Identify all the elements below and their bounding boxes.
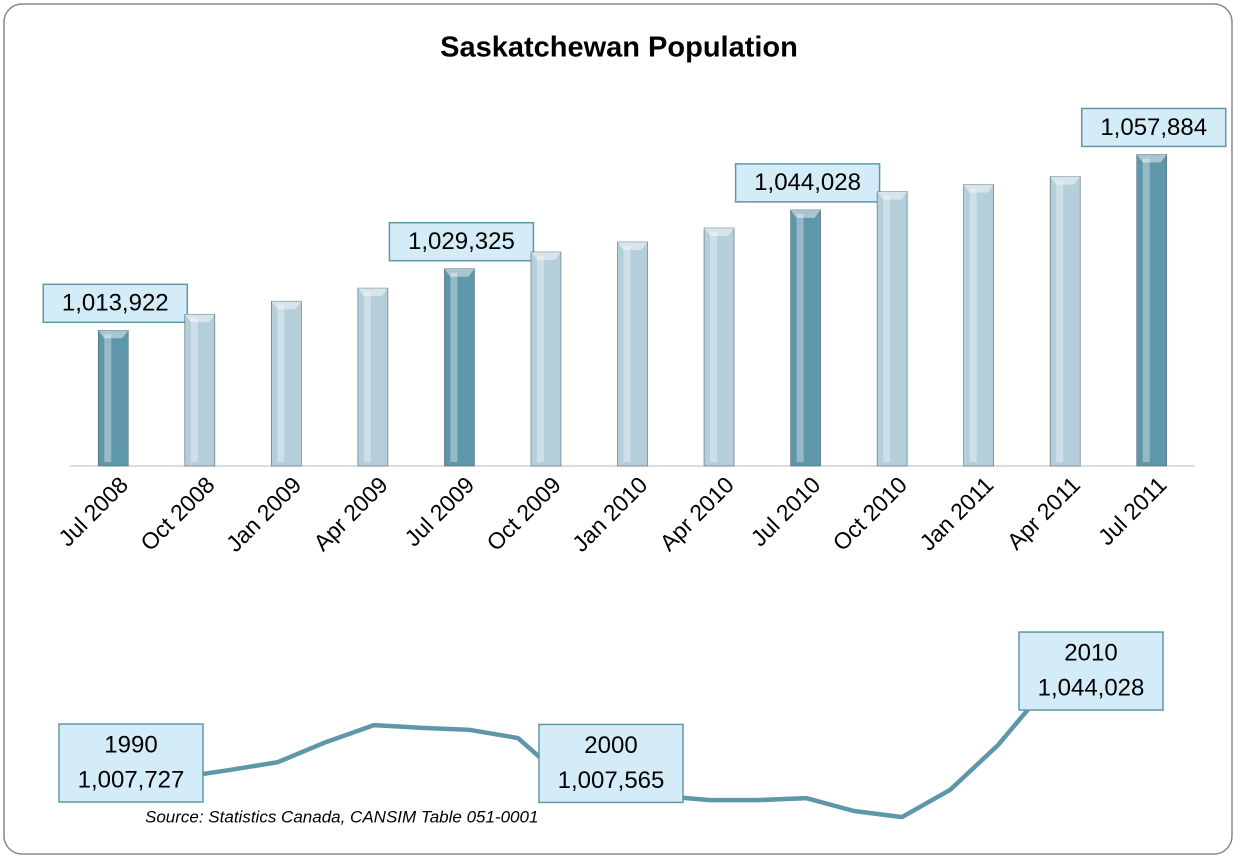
bar-shine [623, 246, 631, 462]
bar-shine [450, 272, 458, 462]
bar-shine [1142, 158, 1150, 463]
bar-shine [536, 256, 544, 462]
bar-cap [790, 209, 821, 218]
label-box [58, 723, 204, 803]
bar [703, 227, 735, 467]
bar-cap [877, 191, 908, 200]
bar-shine [710, 232, 718, 462]
bar-shine [104, 334, 112, 462]
data-label-category: 1990 [104, 731, 157, 758]
bar-shine [190, 318, 198, 462]
bar [790, 209, 821, 467]
bar-shine [796, 213, 804, 462]
bar-cap [98, 330, 129, 339]
bar [97, 330, 129, 467]
data-label: 1,013,922 [62, 290, 169, 317]
bar-shine [969, 188, 977, 462]
bar [444, 268, 475, 467]
data-label: 1,044,028 [754, 169, 861, 196]
bar [184, 313, 216, 467]
bar [271, 300, 302, 467]
source-note: Source: Statistics Canada, CANSIM Table … [145, 807, 538, 826]
label-box [1080, 107, 1227, 148]
data-label: 1,029,325 [408, 228, 515, 255]
label-box [388, 221, 535, 262]
bar-shine [363, 292, 371, 462]
bar [617, 241, 648, 467]
bar-cap [271, 301, 302, 310]
label-box [734, 163, 881, 203]
bar-shine [1056, 180, 1064, 462]
data-label: 1,057,884 [1100, 114, 1207, 141]
data-label: 1,044,028 [1038, 674, 1145, 701]
label-box [1018, 631, 1164, 711]
bar-cap [444, 268, 475, 277]
bar-cap [530, 252, 561, 260]
chart-title: Saskatchewan Population [440, 32, 798, 64]
bar-cap [704, 228, 735, 236]
data-label-category: 2000 [584, 732, 637, 759]
bar-cap [1136, 154, 1167, 163]
bar [357, 287, 389, 467]
bar-cap [357, 288, 388, 297]
data-label: 1,007,727 [78, 766, 185, 793]
bar [1049, 176, 1081, 467]
bar-shine [277, 305, 285, 462]
bar-cap [184, 314, 215, 323]
label-box [42, 283, 189, 324]
bar-cap [617, 242, 648, 250]
bar-cap [1050, 176, 1081, 185]
bar [530, 251, 562, 467]
bar [876, 191, 908, 467]
bar [1136, 154, 1168, 467]
label-box [538, 723, 684, 804]
bar-cap [963, 184, 994, 193]
data-label: 1,007,565 [558, 767, 665, 794]
bar-shine [883, 195, 891, 462]
bar [963, 184, 994, 467]
data-label-category: 2010 [1064, 639, 1117, 666]
